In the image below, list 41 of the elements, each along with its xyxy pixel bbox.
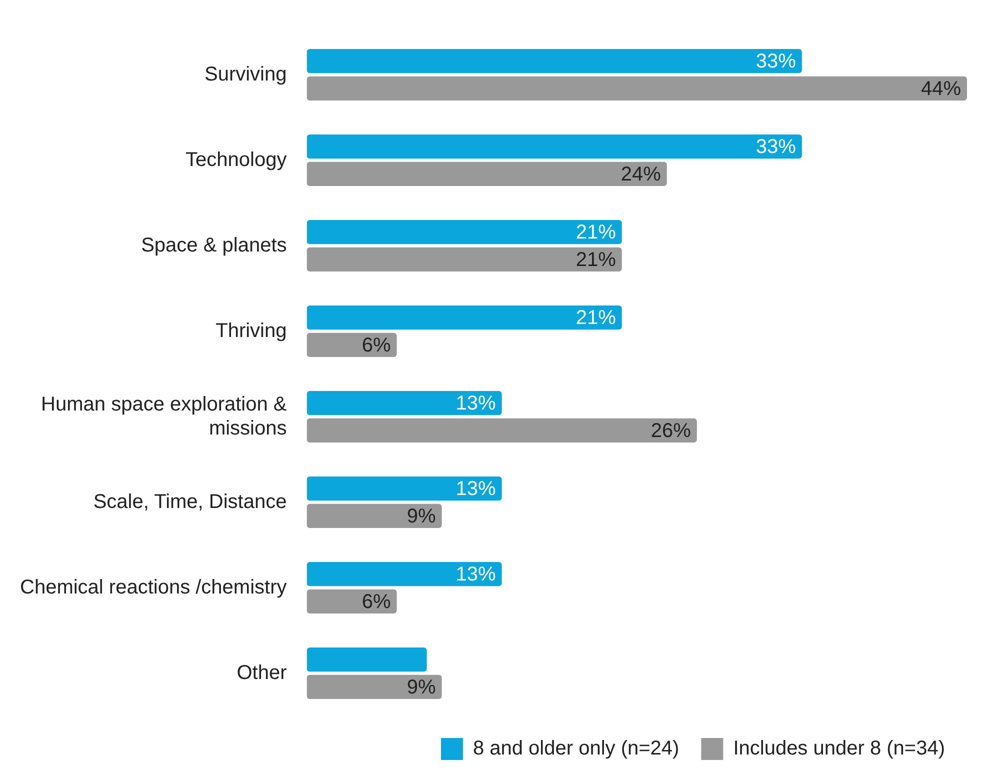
bar bbox=[306, 476, 502, 501]
data-label: 33% bbox=[756, 50, 796, 73]
bar bbox=[306, 589, 397, 614]
data-label: 21% bbox=[576, 222, 616, 244]
bar bbox=[306, 562, 502, 586]
bar bbox=[306, 247, 622, 272]
y-tick-label: Space & planets bbox=[141, 234, 287, 256]
bar bbox=[306, 648, 427, 672]
bar bbox=[306, 49, 802, 74]
bar bbox=[306, 76, 967, 100]
data-label: 9% bbox=[406, 676, 436, 698]
y-tick-label: Thriving bbox=[216, 320, 287, 342]
bar bbox=[306, 674, 442, 699]
y-tick-label: Human space exploration & missions bbox=[41, 393, 288, 440]
bar bbox=[306, 332, 397, 357]
y-tick-label: Chemical reactions /chemistry bbox=[20, 576, 287, 598]
y-tick-label: Other bbox=[236, 662, 288, 684]
data-label: 13% bbox=[456, 478, 496, 500]
data-label: 13% bbox=[456, 392, 496, 415]
legend-label: Includes under 8 (n=34) bbox=[733, 738, 946, 760]
y-tick-label: Scale, Time, Distance bbox=[93, 490, 287, 513]
bar bbox=[306, 134, 802, 159]
bar bbox=[306, 162, 667, 186]
data-label: 13% bbox=[456, 564, 496, 586]
y-tick-label: Technology bbox=[186, 148, 287, 171]
bar bbox=[306, 391, 502, 416]
data-label: 21% bbox=[576, 307, 616, 330]
data-label: 21% bbox=[576, 248, 616, 271]
bar bbox=[306, 220, 622, 244]
bar bbox=[306, 504, 442, 528]
y-tick-label: Surviving bbox=[204, 63, 287, 86]
data-label: 33% bbox=[756, 136, 796, 158]
data-label: 24% bbox=[620, 163, 662, 186]
data-label: 6% bbox=[362, 334, 391, 356]
bar bbox=[306, 418, 697, 442]
bar bbox=[306, 306, 622, 330]
data-label: 9% bbox=[406, 505, 436, 528]
legend-label: 8 and older only (n=24) bbox=[472, 738, 680, 760]
data-label: 44% bbox=[920, 78, 962, 100]
data-label: 6% bbox=[362, 590, 391, 613]
data-label: 26% bbox=[650, 420, 692, 442]
